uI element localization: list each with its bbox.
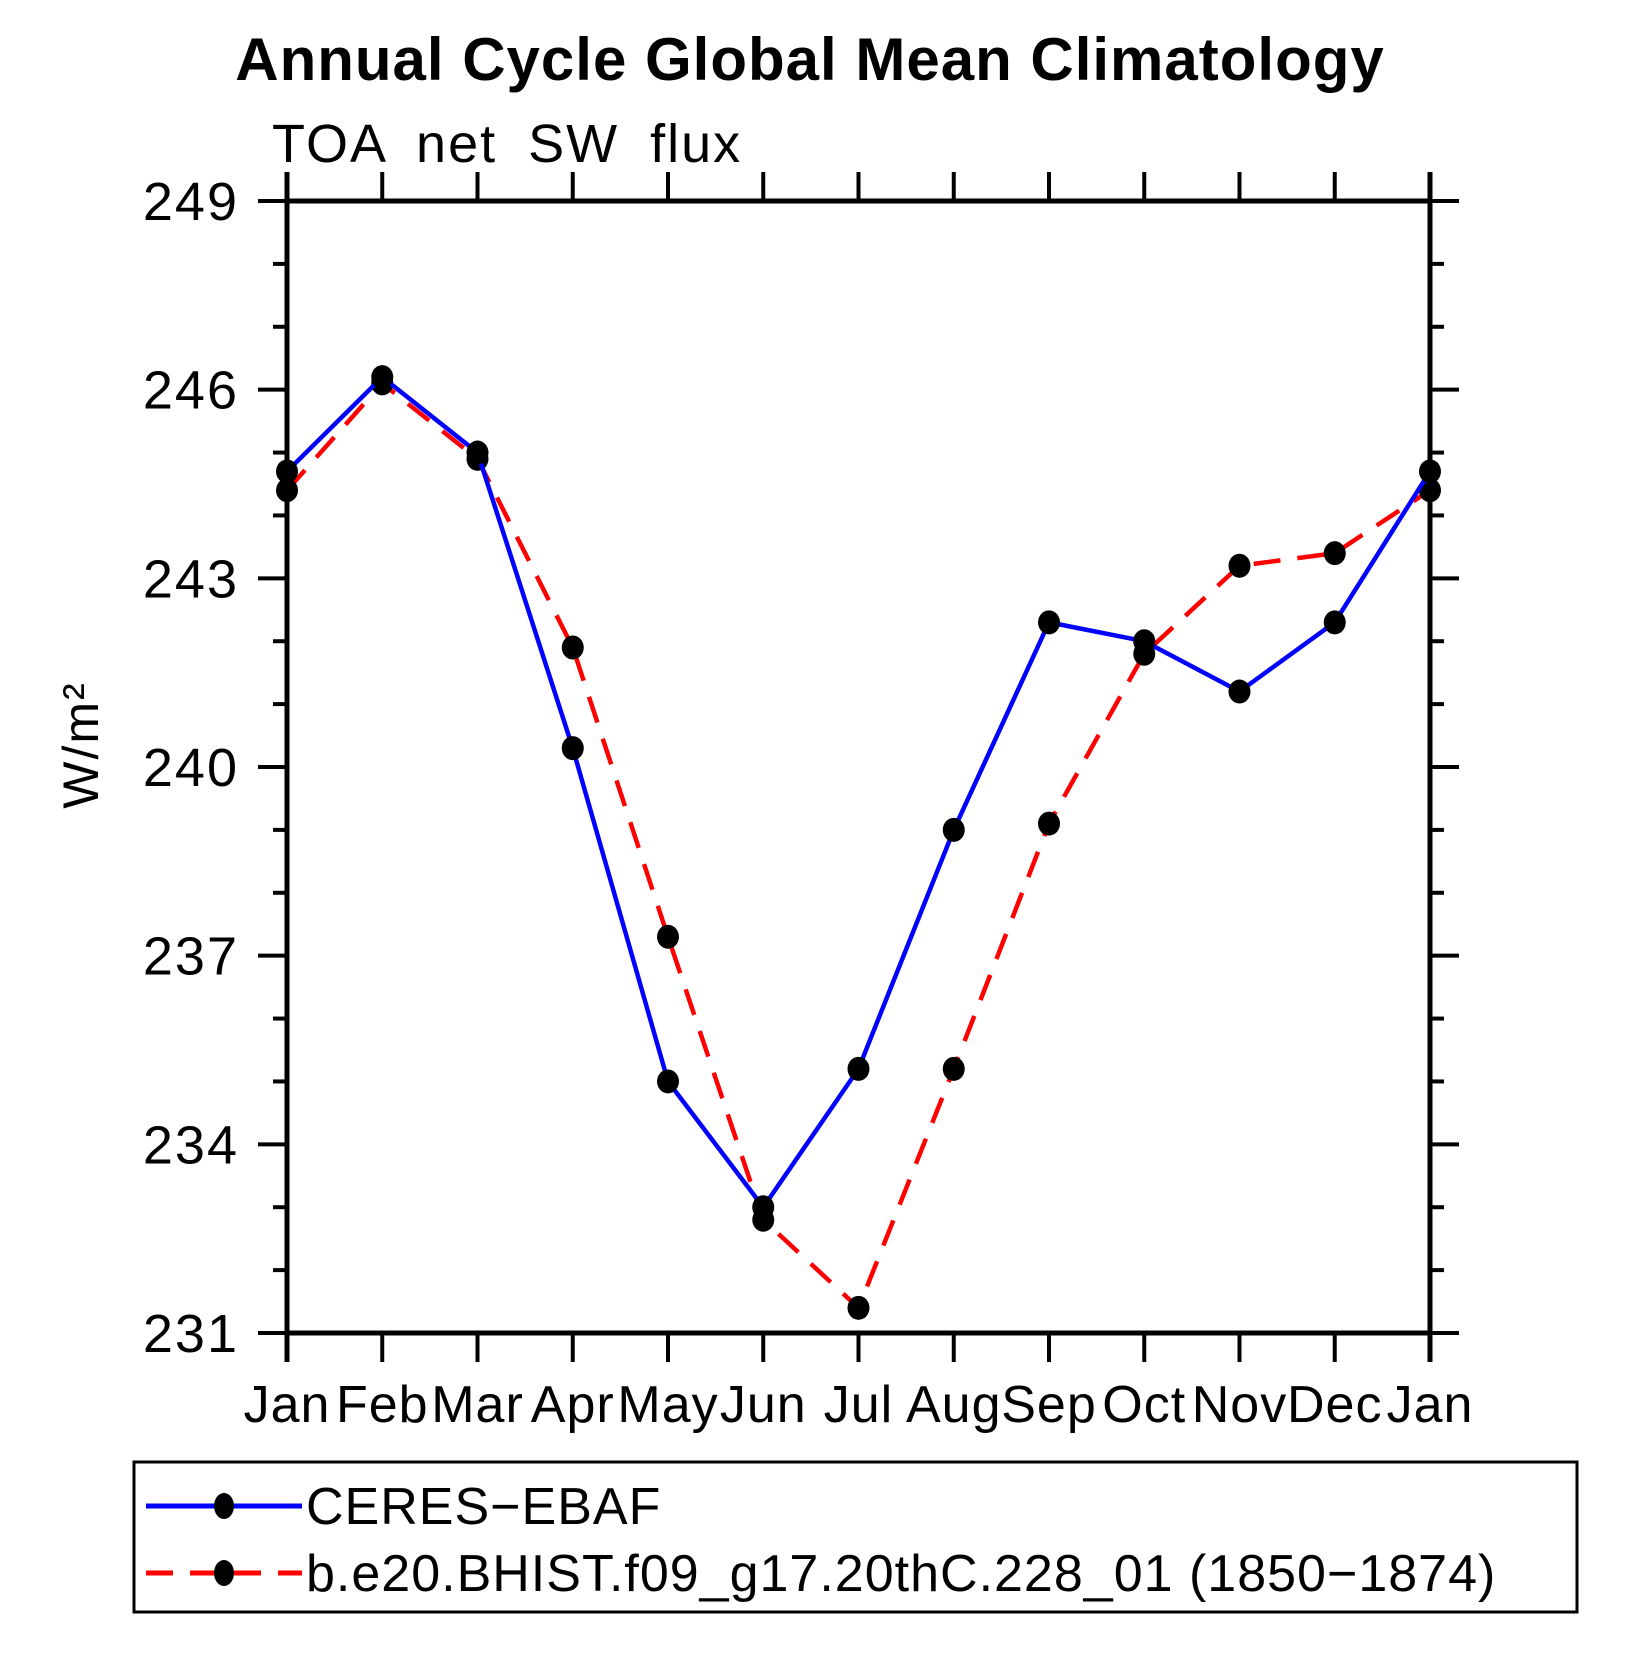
x-tick-label: Jun <box>720 1376 807 1434</box>
legend-box <box>132 1460 1579 1614</box>
x-tick-label: Jan <box>1387 1376 1474 1434</box>
series-ceres-ebaf <box>276 365 1441 1220</box>
data-point <box>466 440 489 465</box>
data-point <box>942 817 965 842</box>
x-tick-label: Feb <box>336 1376 429 1434</box>
x-tick-label: Nov <box>1192 1376 1287 1434</box>
data-point <box>1133 629 1156 654</box>
x-tick-label: Dec <box>1287 1376 1382 1434</box>
data-point <box>1038 811 1060 836</box>
data-point <box>561 635 584 660</box>
data-point <box>1323 541 1346 566</box>
y-tick-label: 234 <box>143 1115 239 1175</box>
axes: Jan Feb Mar Apr May Jun Jul Aug Sep Oct Nov Dec Jan2… <box>143 172 1474 1434</box>
x-tick-label: Sep <box>1001 1376 1097 1434</box>
data-point <box>942 1056 965 1081</box>
data-point <box>752 1195 775 1220</box>
y-tick-label: 249 <box>143 172 239 232</box>
data-point <box>1419 459 1441 484</box>
x-tick-label: Oct <box>1102 1376 1186 1434</box>
y-tick-label: 243 <box>143 549 239 609</box>
chart-title: Annual Cycle Global Mean Climatology <box>235 26 1385 93</box>
chart-subtitle: TOA net SW flux <box>272 114 742 174</box>
series-model <box>276 371 1441 1320</box>
series-line <box>285 380 1432 1312</box>
data-point <box>1228 553 1251 578</box>
data-point <box>847 1056 870 1081</box>
legend-marker-model <box>214 1560 234 1586</box>
data-point <box>371 365 394 390</box>
data-point <box>1323 610 1346 635</box>
legend-marker-ceres <box>214 1493 234 1519</box>
y-tick-label: 246 <box>143 361 239 421</box>
legend-label-model: b.e20.BHIST.f09_g17.20thC.228_01 (1850−1… <box>306 1545 1496 1603</box>
x-tick-label: Mar <box>431 1376 524 1434</box>
data-point <box>1228 679 1251 704</box>
data-point <box>847 1295 870 1320</box>
data-point <box>1038 610 1060 635</box>
y-tick-label: 240 <box>143 738 239 798</box>
y-tick-label: 231 <box>143 1304 239 1364</box>
data-point <box>657 924 679 949</box>
legend-label-ceres: CERES−EBAF <box>306 1478 661 1536</box>
y-tick-label: 237 <box>143 927 239 987</box>
y-axis-title: W/m² <box>53 681 109 808</box>
data-point <box>276 459 298 484</box>
x-tick-label: Jan <box>244 1376 331 1434</box>
data-point <box>561 736 584 761</box>
series-line <box>285 374 1432 1212</box>
legend: CERES−EBAF b.e20.BHIST.f09_g17.20thC.228… <box>132 1460 1579 1614</box>
x-tick-label: Jul <box>824 1376 893 1434</box>
data-point <box>657 1069 679 1094</box>
x-tick-label: Aug <box>906 1376 1002 1434</box>
x-tick-label: Apr <box>531 1376 615 1434</box>
data-point <box>276 478 298 503</box>
x-tick-label: May <box>617 1376 718 1434</box>
